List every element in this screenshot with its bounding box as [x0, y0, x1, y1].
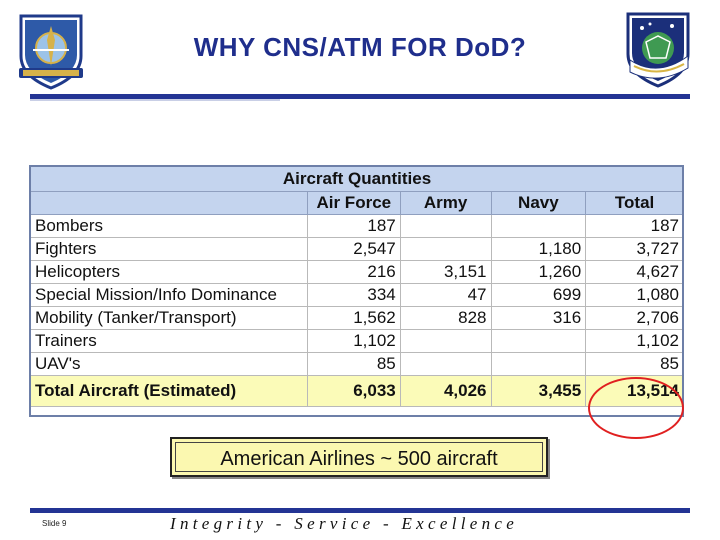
table-row: Fighters 2,547 1,180 3,727 — [30, 237, 684, 261]
row-label: Mobility (Tanker/Transport) — [30, 306, 308, 330]
callout-box: American Airlines ~ 500 aircraft — [170, 437, 548, 477]
total-row: Total Aircraft (Estimated) 6,033 4,026 3… — [30, 375, 684, 407]
cell-navy — [490, 352, 587, 376]
cell-air-force: 187 — [306, 214, 401, 238]
cell-total: 85 — [585, 352, 684, 376]
title-rule-shadow — [30, 99, 280, 101]
highlight-circle — [588, 377, 684, 439]
column-header-total: Total — [585, 191, 684, 215]
row-label: Special Mission/Info Dominance — [30, 283, 308, 307]
cell-navy: 1,180 — [490, 237, 587, 261]
cell-total: 2,706 — [585, 306, 684, 330]
row-label: Helicopters — [30, 260, 308, 284]
column-header-air-force: Air Force — [306, 191, 401, 215]
cell-army — [399, 352, 492, 376]
callout-text: American Airlines ~ 500 aircraft — [175, 442, 543, 472]
table-header-row: Air Force Army Navy Total — [30, 191, 684, 215]
cell-total: 1,102 — [585, 329, 684, 353]
title-rule — [30, 94, 690, 99]
cell-army — [399, 214, 492, 238]
total-air-force: 6,033 — [306, 375, 401, 407]
table-row: UAV's 85 85 — [30, 352, 684, 376]
slide-title: WHY CNS/ATM FOR DoD? — [193, 32, 527, 62]
table-row: Trainers 1,102 1,102 — [30, 329, 684, 353]
cell-air-force: 85 — [306, 352, 401, 376]
aircraft-quantities-table: Aircraft Quantities Air Force Army Navy … — [30, 166, 684, 407]
cell-total: 1,080 — [585, 283, 684, 307]
column-header — [30, 191, 308, 215]
cell-navy — [490, 329, 587, 353]
cell-total: 3,727 — [585, 237, 684, 261]
row-label: Trainers — [30, 329, 308, 353]
row-label: UAV's — [30, 352, 308, 376]
cell-navy: 699 — [490, 283, 587, 307]
total-label: Total Aircraft (Estimated) — [30, 375, 308, 407]
table-row: Bombers 187 187 — [30, 214, 684, 238]
cell-air-force: 1,102 — [306, 329, 401, 353]
cell-army: 828 — [399, 306, 492, 330]
table-caption: Aircraft Quantities — [30, 166, 684, 192]
cell-total: 187 — [585, 214, 684, 238]
cell-army — [399, 237, 492, 261]
table-row: Helicopters 216 3,151 1,260 4,627 — [30, 260, 684, 284]
column-header-army: Army — [399, 191, 492, 215]
footer-motto: Integrity - Service - Excellence — [170, 514, 519, 533]
cell-air-force: 1,562 — [306, 306, 401, 330]
cell-army — [399, 329, 492, 353]
cell-total: 4,627 — [585, 260, 684, 284]
air-force-command-shield-icon — [15, 10, 87, 92]
total-army: 4,026 — [399, 375, 492, 407]
cell-navy — [490, 214, 587, 238]
table-row: Special Mission/Info Dominance 334 47 699 1,… — [30, 283, 684, 307]
cell-air-force: 2,547 — [306, 237, 401, 261]
slide-number: Slide 9 — [42, 519, 67, 528]
total-navy: 3,455 — [490, 375, 587, 407]
electronic-systems-center-shield-icon — [622, 8, 694, 90]
column-header-navy: Navy — [490, 191, 587, 215]
cell-air-force: 334 — [306, 283, 401, 307]
table-row: Mobility (Tanker/Transport) 1,562 828 316 2,… — [30, 306, 684, 330]
cell-air-force: 216 — [306, 260, 401, 284]
cell-navy: 1,260 — [490, 260, 587, 284]
row-label: Bombers — [30, 214, 308, 238]
cell-army: 3,151 — [399, 260, 492, 284]
footer-rule — [30, 508, 690, 513]
cell-navy: 316 — [490, 306, 587, 330]
row-label: Fighters — [30, 237, 308, 261]
cell-army: 47 — [399, 283, 492, 307]
